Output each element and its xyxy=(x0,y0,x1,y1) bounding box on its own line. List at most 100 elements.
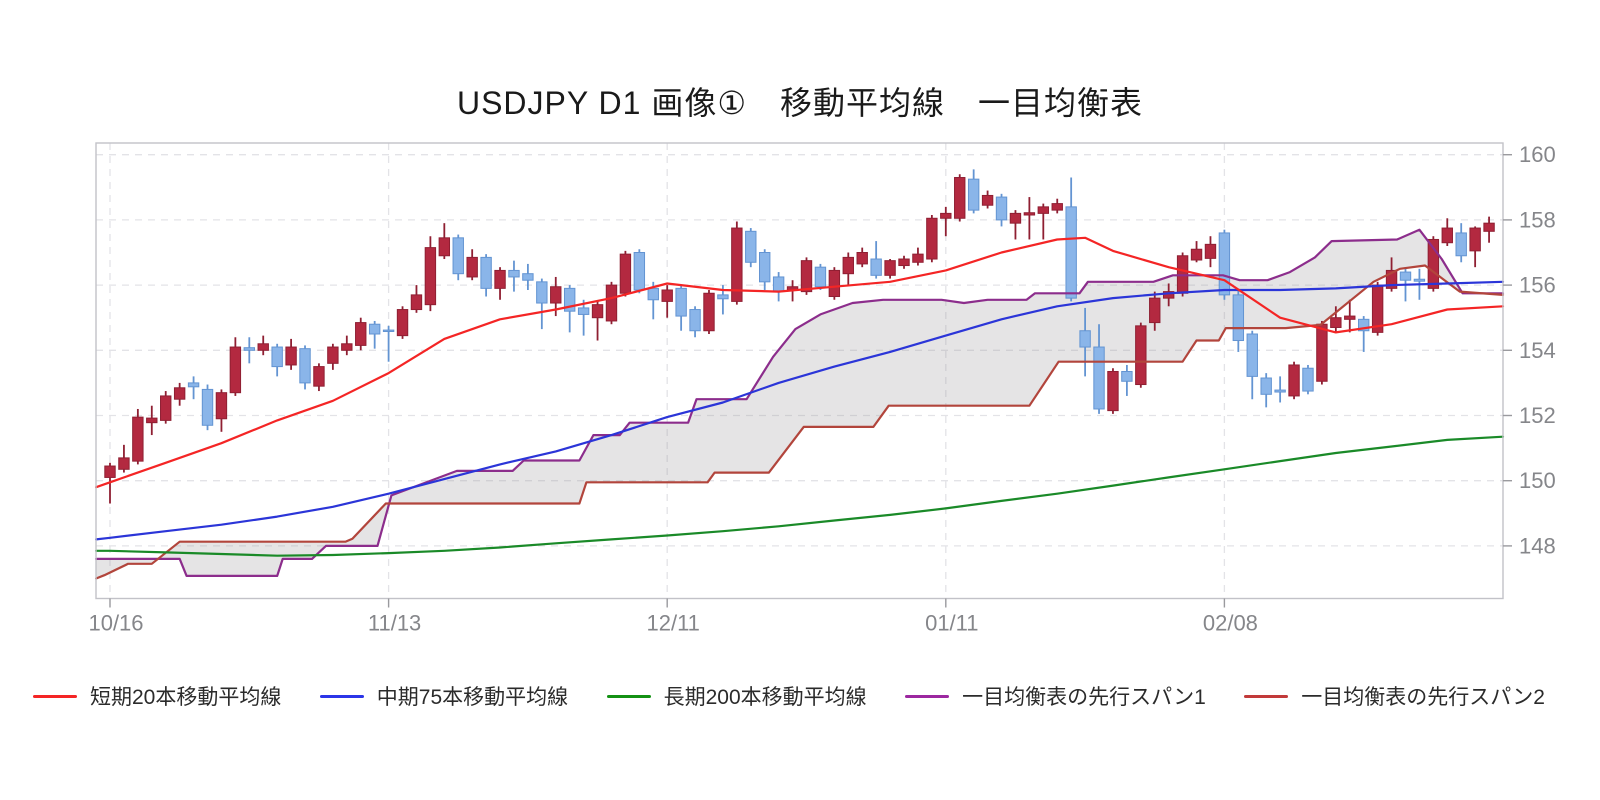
candle xyxy=(940,206,952,237)
candle xyxy=(1204,236,1217,268)
candle xyxy=(772,272,785,302)
ichimoku-cloud xyxy=(96,229,1504,579)
legend-item-senkou-span1[interactable]: 一目均衡表の先行スパン1 xyxy=(905,681,1206,711)
x-axis-label: 11/13 xyxy=(368,611,421,636)
y-axis-label: 152 xyxy=(1519,403,1556,428)
legend-item-ma20[interactable]: 短期20本移動平均線 xyxy=(33,681,281,711)
legend-label-senkou-span2: 一目均衡表の先行スパン2 xyxy=(1301,686,1545,709)
candle xyxy=(201,384,214,431)
legend-swatch-ma20 xyxy=(33,694,77,698)
candle xyxy=(173,382,186,406)
candle xyxy=(355,317,367,351)
candle xyxy=(1246,330,1258,400)
candle xyxy=(229,337,242,396)
candle xyxy=(954,174,966,222)
chart-title: USDJPY D1 画像① 移動平均線 一目均衡表 xyxy=(456,85,1144,121)
candle xyxy=(257,335,269,356)
y-axis-label: 150 xyxy=(1519,468,1556,493)
x-axis-label: 12/11 xyxy=(646,611,699,636)
legend-item-senkou-span2[interactable]: 一目均衡表の先行スパン2 xyxy=(1244,681,1545,711)
candle xyxy=(299,345,311,390)
candle xyxy=(1358,316,1370,352)
candle xyxy=(494,267,506,300)
candle xyxy=(1218,229,1231,300)
candle xyxy=(1469,226,1481,268)
candle xyxy=(675,285,687,331)
candle xyxy=(1093,324,1105,414)
x-axis-label: 02/08 xyxy=(1203,611,1258,636)
candle xyxy=(285,338,297,370)
series-line-2 xyxy=(94,435,1505,557)
legend: 短期20本移動平均線 中期75本移動平均線 長期200本移動平均線 一目均衡表の… xyxy=(33,676,1545,716)
candle xyxy=(438,223,451,260)
candle xyxy=(1121,364,1133,396)
candle xyxy=(1107,368,1119,414)
candle xyxy=(382,325,395,362)
candle xyxy=(605,281,618,325)
candle xyxy=(271,343,283,377)
candle xyxy=(870,241,882,279)
candle xyxy=(814,263,827,290)
series-line-4 xyxy=(94,264,1505,580)
legend-label-ma75: 中期75本移動平均線 xyxy=(376,686,569,709)
candle xyxy=(508,260,520,292)
candle xyxy=(563,285,576,333)
candle xyxy=(1260,373,1272,408)
candle xyxy=(480,254,492,297)
candle xyxy=(1037,203,1050,240)
legend-label-ma20: 短期20本移動平均線 xyxy=(90,686,282,709)
candle xyxy=(633,249,646,294)
candle xyxy=(689,306,701,338)
candle xyxy=(1232,289,1245,352)
candle xyxy=(703,289,715,334)
candle xyxy=(187,376,200,400)
candle xyxy=(759,249,771,290)
candle xyxy=(132,408,144,465)
candle xyxy=(1483,216,1495,243)
legend-swatch-senkou-span1 xyxy=(905,694,950,698)
candle xyxy=(368,320,381,349)
candle xyxy=(1274,376,1286,403)
candle xyxy=(452,234,464,281)
candle xyxy=(341,335,353,356)
candle xyxy=(146,405,158,436)
candle xyxy=(661,285,673,318)
legend-swatch-ma200 xyxy=(606,694,651,698)
legend-swatch-ma75 xyxy=(319,694,364,698)
candle xyxy=(591,301,604,341)
candle xyxy=(327,343,339,370)
candles-layer xyxy=(104,169,1495,504)
y-axis-label: 154 xyxy=(1519,338,1556,363)
candle xyxy=(1288,361,1300,400)
candle xyxy=(856,247,868,268)
x-axis-label: 01/11 xyxy=(925,611,978,636)
candle xyxy=(1149,291,1161,331)
candle xyxy=(577,299,590,336)
candle xyxy=(828,267,841,300)
candle xyxy=(884,259,896,279)
candle xyxy=(396,306,409,339)
legend-label-senkou-span1: 一目均衡表の先行スパン1 xyxy=(962,686,1206,709)
candle xyxy=(1330,306,1342,333)
candle xyxy=(1135,322,1147,388)
plot-border xyxy=(95,142,1504,600)
candle xyxy=(981,190,994,209)
candle xyxy=(842,252,854,286)
candle xyxy=(215,389,228,432)
candle xyxy=(898,255,910,269)
candle xyxy=(995,193,1008,227)
candle xyxy=(118,444,130,473)
candle xyxy=(1302,364,1314,395)
series-line-0 xyxy=(94,236,1505,489)
legend-item-ma75[interactable]: 中期75本移動平均線 xyxy=(319,681,569,711)
candle xyxy=(1455,223,1467,263)
candle xyxy=(1190,241,1203,263)
y-axis-label: 160 xyxy=(1519,142,1556,167)
legend-label-ma200: 長期200本移動平均線 xyxy=(663,686,867,709)
candle xyxy=(410,285,423,313)
candle xyxy=(1344,299,1356,333)
candle xyxy=(912,247,924,266)
candle xyxy=(160,391,172,424)
legend-item-ma200[interactable]: 長期200本移動平均線 xyxy=(606,681,867,711)
